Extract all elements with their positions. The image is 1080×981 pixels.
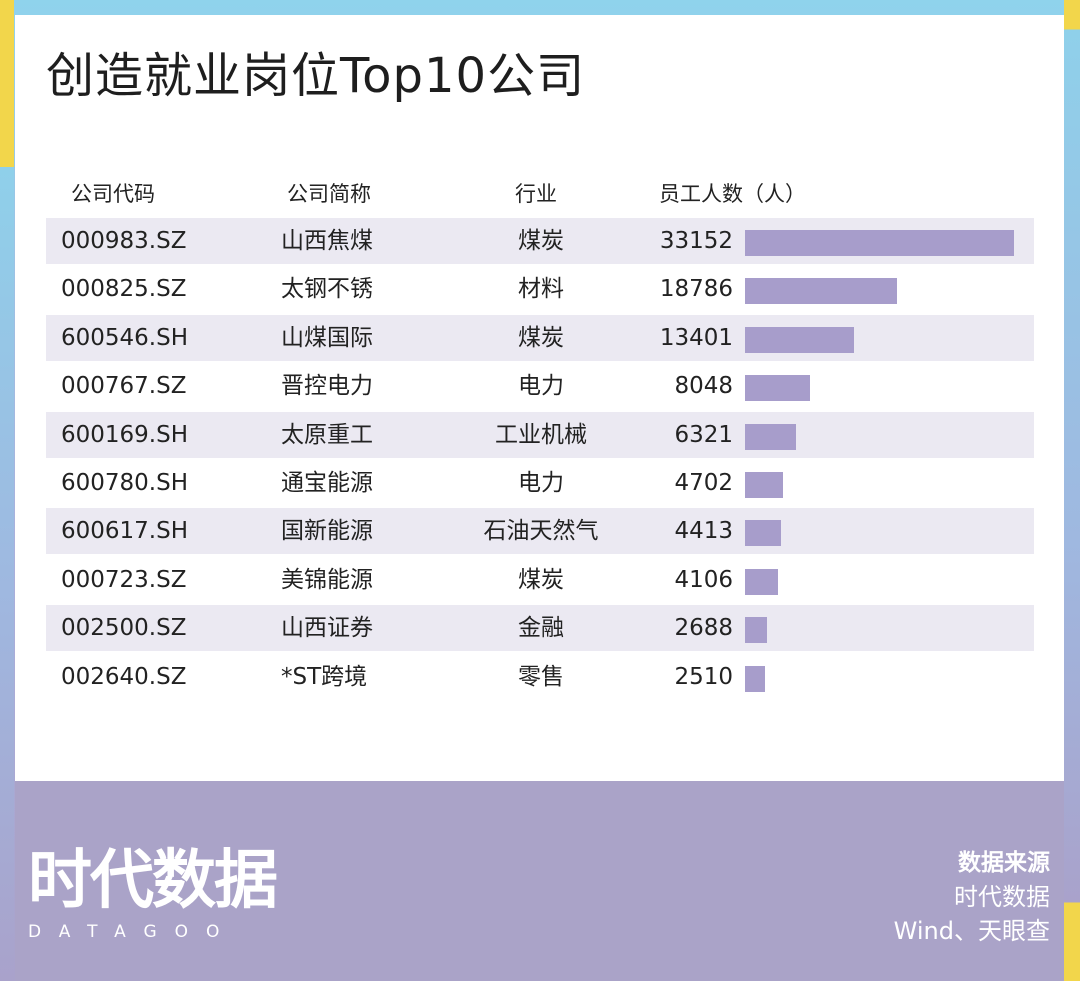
source-line-1: 时代数据 (954, 883, 1050, 911)
chart-card (15, 15, 1064, 781)
employee-count: 8048 (674, 373, 733, 400)
source-line-2: Wind、天眼查 (893, 917, 1050, 945)
company-name: 山煤国际 (281, 324, 373, 351)
industry: 煤炭 (518, 566, 564, 593)
employee-bar (745, 423, 797, 450)
company-code: 000825.SZ (61, 276, 187, 303)
logo-english: DATAGOO (28, 922, 238, 942)
company-name: 山西证券 (281, 615, 373, 642)
employee-count: 6321 (674, 421, 733, 448)
industry: 煤炭 (518, 228, 564, 254)
company-name: 通宝能源 (281, 470, 373, 496)
employee-count: 2510 (674, 663, 733, 690)
data-source: 数据来源 时代数据 Wind、天眼查 (894, 846, 1050, 948)
company-name: 太钢不锈 (281, 276, 373, 303)
table-row: 002500.SZ 山西证券 金融 2688 (46, 605, 1034, 652)
company-code: 000767.SZ (61, 373, 187, 400)
industry: 石油天然气 (483, 518, 599, 545)
employee-bar (745, 520, 781, 547)
employee-count: 33152 (659, 228, 733, 254)
left-accent-strip (0, 0, 14, 981)
chart-title: 创造就业岗位Top10公司 (46, 48, 586, 104)
industry: 材料 (518, 276, 564, 303)
table-row: 600780.SH 通宝能源 电力 4702 (46, 460, 1034, 506)
table-row: 600546.SH 山煤国际 煤炭 13401 (46, 314, 1034, 361)
company-code: 002640.SZ (61, 663, 187, 690)
employee-bar (745, 326, 854, 353)
company-code: 002500.SZ (61, 615, 187, 642)
company-code: 600617.SH (61, 518, 189, 545)
table-row: 000825.SZ 太钢不锈 材料 18786 (46, 266, 1034, 312)
company-name: 山西焦煤 (281, 228, 373, 254)
company-code: 600546.SH (61, 324, 189, 351)
employee-count: 18786 (659, 276, 733, 303)
table-row: 600617.SH 国新能源 石油天然气 4413 (46, 508, 1034, 555)
employee-count: 2688 (674, 615, 733, 642)
company-name: 太原重工 (281, 421, 373, 448)
table-row: 600169.SH 太原重工 工业机械 6321 (46, 411, 1034, 458)
employee-bar (745, 568, 779, 595)
right-accent-strip (1064, 0, 1080, 981)
header-employees: 员工人数（人） (659, 182, 806, 206)
table-row: 000767.SZ 晋控电力 电力 8048 (46, 363, 1034, 409)
header-name: 公司简称 (287, 182, 371, 206)
employee-count: 4702 (674, 470, 733, 496)
employee-count: 13401 (659, 324, 733, 351)
company-name: 美锦能源 (281, 566, 373, 593)
company-name: *ST跨境 (281, 663, 368, 690)
company-code: 600169.SH (61, 421, 189, 448)
employee-bar (745, 665, 766, 692)
industry: 金融 (518, 615, 564, 642)
company-name: 晋控电力 (281, 373, 373, 400)
company-name: 国新能源 (281, 518, 373, 545)
employee-bar (745, 278, 898, 305)
employee-bar (745, 617, 767, 644)
industry: 煤炭 (518, 324, 564, 351)
table-row: 000723.SZ 美锦能源 煤炭 4106 (46, 557, 1034, 603)
table-row: 002640.SZ *ST跨境 零售 2510 (46, 654, 1034, 700)
footer-band (15, 781, 1064, 981)
source-title: 数据来源 (958, 850, 1050, 876)
header-industry: 行业 (515, 182, 557, 206)
employee-bar (745, 230, 1014, 256)
employee-bar (745, 375, 811, 402)
industry: 电力 (518, 470, 564, 496)
datagoo-logo: 时代数据 DATAGOO (28, 844, 278, 942)
industry: 电力 (518, 373, 564, 400)
company-code: 600780.SH (61, 470, 189, 496)
table-row: 000983.SZ 山西焦煤 煤炭 33152 (46, 218, 1034, 264)
industry: 工业机械 (495, 421, 587, 448)
employee-count: 4413 (674, 518, 733, 545)
header-code: 公司代码 (71, 182, 155, 206)
company-code: 000723.SZ (61, 566, 187, 593)
industry: 零售 (518, 663, 564, 690)
company-code: 000983.SZ (61, 228, 187, 254)
employee-count: 4106 (674, 566, 733, 593)
logo-chinese: 时代数据 (28, 844, 278, 918)
employee-bar (745, 472, 784, 498)
